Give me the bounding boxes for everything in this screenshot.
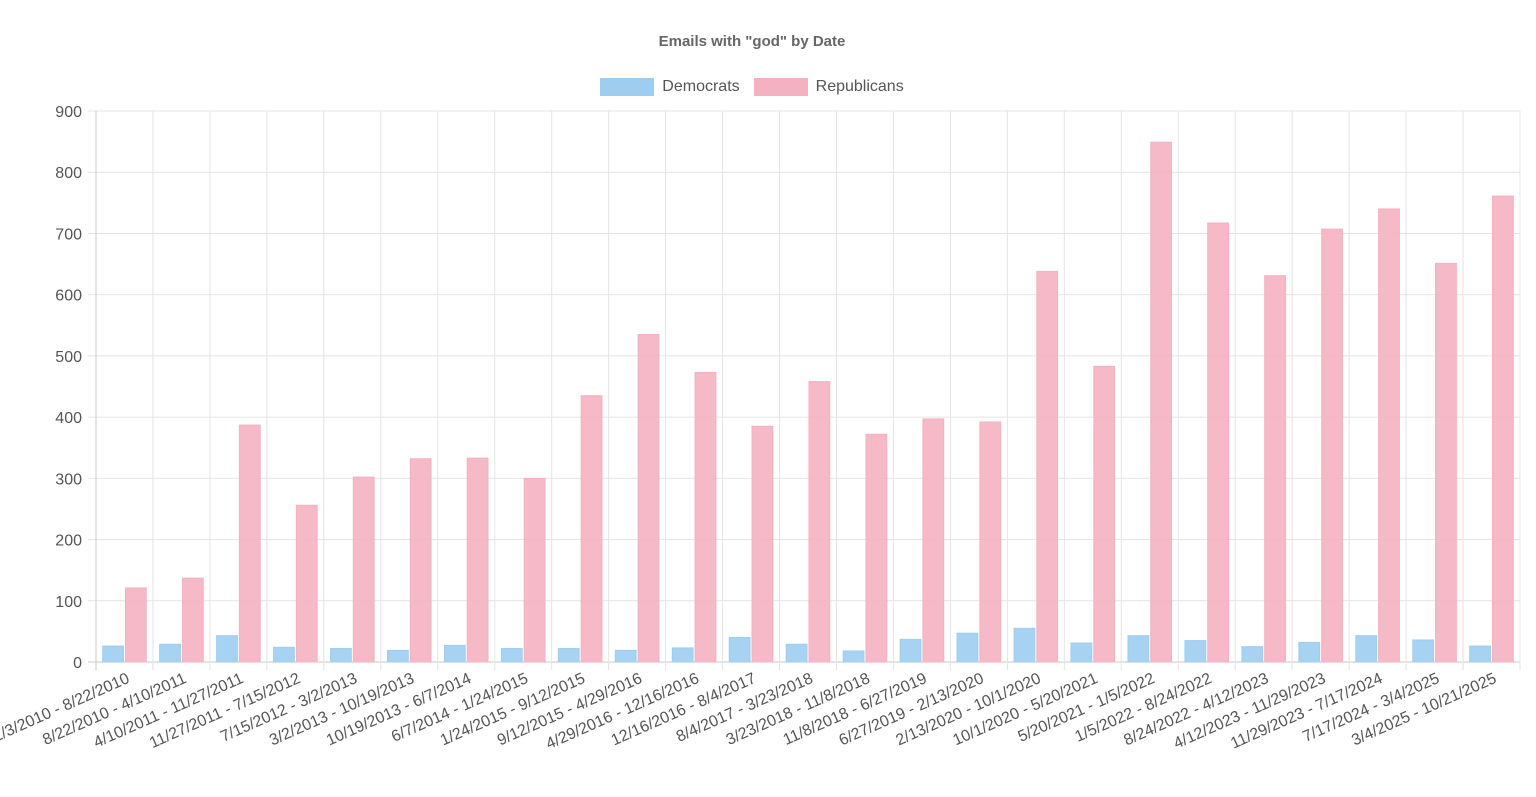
legend: Democrats Republicans: [0, 78, 1504, 96]
bar-republicans[interactable]: [295, 504, 318, 663]
bar-republicans[interactable]: [1207, 222, 1230, 663]
bar-republicans[interactable]: [922, 418, 945, 663]
bar-democrats[interactable]: [1127, 635, 1150, 663]
y-tick-label: 800: [55, 165, 82, 182]
bars: [102, 141, 1514, 663]
bar-republicans[interactable]: [466, 457, 489, 663]
y-axis: 0 100 200 300 400 500 600 700 800 900: [55, 104, 82, 672]
y-tick-label: 300: [55, 471, 82, 488]
y-tick-label: 600: [55, 288, 82, 305]
legend-swatch-democrats: [600, 78, 655, 96]
bar-republicans[interactable]: [238, 424, 261, 663]
bar-democrats[interactable]: [785, 643, 808, 663]
bar-democrats[interactable]: [899, 638, 922, 663]
bar-republicans[interactable]: [1093, 365, 1116, 663]
legend-item-republicans[interactable]: Republicans: [753, 78, 904, 96]
bar-republicans[interactable]: [1264, 275, 1286, 663]
bar-democrats[interactable]: [1412, 639, 1435, 663]
legend-item-democrats[interactable]: Democrats: [600, 78, 740, 96]
bar-democrats[interactable]: [1469, 645, 1492, 663]
legend-label-democrats: Democrats: [662, 78, 740, 95]
bar-republicans[interactable]: [1378, 208, 1400, 663]
bar-democrats[interactable]: [728, 637, 751, 663]
y-tick-label: 700: [55, 226, 82, 243]
bar-democrats[interactable]: [842, 650, 865, 663]
bar-democrats[interactable]: [671, 647, 694, 663]
bar-democrats[interactable]: [102, 645, 124, 663]
bar-republicans[interactable]: [979, 421, 1002, 663]
bar-republicans[interactable]: [523, 477, 546, 663]
bar-republicans[interactable]: [1492, 195, 1514, 663]
bar-democrats[interactable]: [614, 649, 637, 663]
bar-democrats[interactable]: [159, 643, 181, 663]
bar-republicans[interactable]: [808, 381, 831, 663]
y-tick-label: 200: [55, 533, 82, 550]
bar-republicans[interactable]: [1435, 262, 1457, 663]
legend-swatch-republicans: [753, 78, 808, 96]
bar-democrats[interactable]: [273, 646, 295, 663]
bar-democrats[interactable]: [1070, 642, 1093, 663]
bar-republicans[interactable]: [580, 395, 603, 663]
bar-democrats[interactable]: [1184, 640, 1207, 663]
bar-republicans[interactable]: [637, 333, 660, 663]
bar-republicans[interactable]: [1036, 270, 1059, 663]
bar-republicans[interactable]: [865, 433, 888, 663]
bar-republicans[interactable]: [124, 587, 147, 663]
y-tick-label: 400: [55, 410, 82, 427]
bar-democrats[interactable]: [386, 649, 409, 663]
bar-democrats[interactable]: [443, 644, 466, 663]
bar-democrats[interactable]: [557, 648, 580, 663]
bar-republicans[interactable]: [1321, 228, 1343, 663]
bar-democrats[interactable]: [500, 648, 523, 663]
bar-democrats[interactable]: [330, 648, 352, 663]
bar-republicans[interactable]: [409, 458, 432, 663]
bar-republicans[interactable]: [352, 476, 375, 663]
legend-label-republicans: Republicans: [815, 78, 904, 95]
bar-democrats[interactable]: [1298, 641, 1321, 663]
bar-democrats[interactable]: [1241, 646, 1264, 663]
bar-republicans[interactable]: [751, 425, 774, 663]
y-tick-label: 900: [55, 104, 82, 121]
bar-democrats[interactable]: [956, 632, 979, 663]
bar-democrats[interactable]: [1013, 627, 1036, 663]
bar-democrats[interactable]: [1355, 635, 1378, 663]
y-tick-label: 500: [55, 349, 82, 366]
bar-democrats[interactable]: [216, 635, 238, 663]
bar-republicans[interactable]: [1150, 141, 1173, 663]
chart-title: Emails with "god" by Date: [658, 33, 846, 50]
bar-republicans[interactable]: [694, 371, 717, 663]
y-tick-label: 0: [73, 655, 82, 672]
y-tick-label: 100: [55, 594, 82, 611]
bar-republicans[interactable]: [181, 577, 204, 663]
